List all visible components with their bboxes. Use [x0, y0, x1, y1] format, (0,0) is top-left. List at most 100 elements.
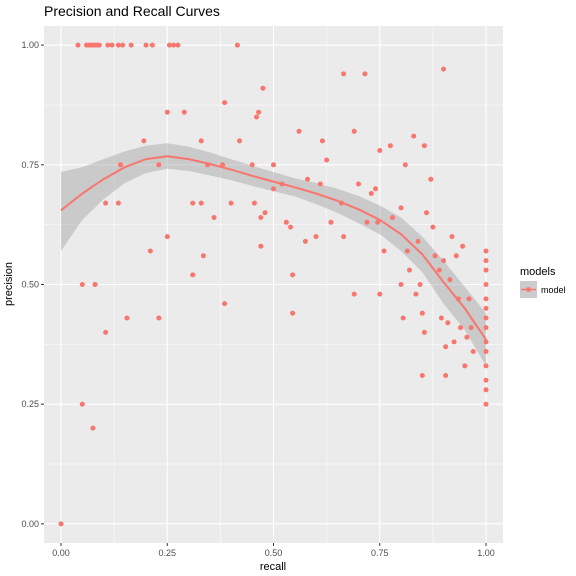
data-point: [377, 291, 383, 297]
data-point: [90, 425, 96, 431]
data-point: [149, 42, 155, 48]
data-point: [483, 267, 489, 273]
grid-lines: [44, 26, 503, 543]
data-point: [118, 162, 123, 168]
data-point: [271, 162, 276, 168]
data-point: [181, 109, 187, 115]
data-point: [222, 100, 228, 106]
chart-title: Precision and Recall Curves: [44, 3, 220, 19]
data-point: [75, 42, 81, 48]
legend: models model: [520, 266, 566, 298]
data-point: [96, 42, 102, 48]
data-point: [341, 71, 347, 77]
data-point: [428, 176, 434, 182]
data-point: [328, 219, 334, 225]
data-point: [483, 325, 489, 331]
data-point: [254, 114, 259, 120]
data-point: [443, 373, 449, 378]
y-axis-ticks: 0.00 0.25 0.50 0.75 1.00: [21, 40, 44, 529]
data-point: [175, 42, 181, 48]
legend-title: models: [520, 266, 556, 278]
legend-label-model: model: [541, 285, 566, 295]
data-point: [251, 200, 257, 206]
data-point: [464, 334, 470, 340]
data-point: [445, 320, 451, 326]
data-point: [79, 282, 85, 287]
data-point: [402, 162, 408, 168]
data-point: [483, 349, 489, 354]
data-point: [377, 148, 383, 153]
data-point: [222, 301, 228, 307]
data-point: [421, 329, 427, 335]
data-point: [260, 85, 266, 91]
data-point: [324, 157, 330, 163]
data-point: [430, 224, 436, 230]
x-tick-label: 0.75: [371, 548, 389, 558]
data-point: [256, 109, 262, 115]
data-point: [364, 219, 370, 225]
data-point: [290, 310, 296, 316]
data-point: [373, 186, 378, 192]
data-point: [302, 238, 308, 244]
smooth-line: [60, 155, 487, 341]
data-point: [290, 272, 296, 278]
x-axis-title: recall: [260, 561, 286, 573]
data-point: [262, 210, 268, 216]
data-point: [483, 258, 489, 264]
data-point: [411, 133, 417, 139]
data-point: [449, 234, 455, 240]
x-tick-label: 0.00: [52, 548, 70, 558]
data-point: [249, 162, 255, 168]
data-point: [381, 248, 387, 254]
data-point: [443, 344, 449, 350]
data-point: [164, 234, 170, 240]
data-point: [483, 401, 489, 407]
data-point: [362, 71, 368, 77]
data-point: [141, 138, 147, 144]
data-point: [228, 200, 234, 206]
legend-key-point: [526, 287, 531, 292]
data-point: [421, 143, 427, 149]
data-point: [417, 282, 423, 287]
y-tick-label: 0.75: [21, 160, 39, 170]
data-point: [390, 215, 395, 220]
data-point: [441, 258, 446, 264]
data-point: [447, 277, 453, 283]
y-tick-label: 1.00: [21, 40, 39, 50]
data-point: [483, 377, 489, 383]
data-point: [105, 42, 111, 48]
data-point: [198, 138, 204, 144]
data-point: [368, 191, 374, 196]
data-point: [460, 243, 466, 249]
data-point: [419, 373, 425, 378]
smooth-curve: [60, 155, 487, 341]
data-point: [398, 282, 404, 287]
data-point: [483, 387, 489, 393]
data-point: [190, 272, 196, 278]
data-points: [58, 42, 489, 527]
data-point: [341, 234, 347, 240]
data-point: [351, 128, 357, 134]
data-point: [483, 339, 489, 345]
data-point: [258, 215, 264, 220]
data-point: [103, 200, 109, 206]
x-tick-label: 1.00: [477, 548, 495, 558]
data-point: [128, 42, 134, 48]
data-point: [103, 329, 109, 335]
data-point: [451, 339, 457, 345]
x-tick-label: 0.25: [158, 548, 176, 558]
data-point: [288, 224, 293, 230]
data-point: [483, 305, 489, 311]
x-axis-ticks: 0.00 0.25 0.50 0.75 1.00: [52, 543, 495, 558]
data-point: [198, 200, 204, 206]
data-point: [436, 267, 442, 273]
data-point: [317, 181, 323, 187]
data-point: [356, 181, 361, 187]
data-point: [156, 315, 162, 321]
data-point: [483, 296, 489, 302]
data-point: [124, 315, 130, 321]
data-point: [283, 219, 289, 225]
data-point: [296, 128, 302, 134]
data-point: [438, 315, 444, 321]
